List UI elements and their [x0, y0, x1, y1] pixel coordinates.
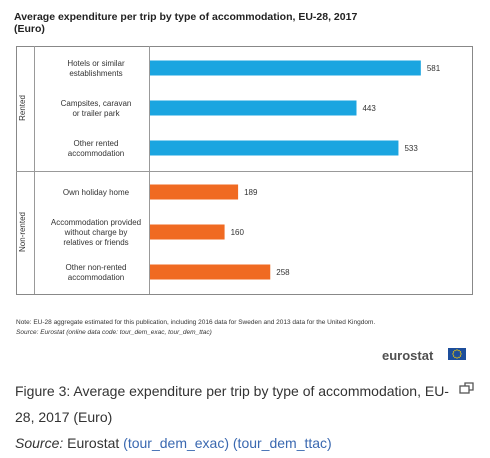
category-label-non-rented-1-line-1: without charge by [64, 228, 128, 237]
eu-flag-star [456, 357, 458, 359]
value-label-rented-2: 533 [404, 144, 418, 153]
bar-rented-2 [150, 140, 399, 156]
category-label-rented-2-line-0: Other rented [74, 139, 119, 148]
eu-flag-star [452, 355, 455, 357]
chart-note: Note: EU-28 aggregate estimated for this… [16, 319, 375, 326]
value-label-non-rented-1: 160 [231, 228, 245, 237]
chart-svg: Average expenditure per trip by type of … [14, 11, 473, 363]
chart-panel-frame [16, 46, 473, 295]
caption-source: Source: Eurostat (tour_dem_exac) (tour_d… [15, 430, 455, 456]
bar-rented-0 [150, 60, 421, 76]
category-label-non-rented-0-line-0: Own holiday home [63, 188, 130, 197]
eu-flag-star [452, 351, 455, 353]
category-label-rented-1-line-1: or trailer park [72, 109, 120, 118]
eu-flag-star [454, 356, 456, 359]
category-label-non-rented-2-line-1: accommodation [68, 273, 124, 282]
chart-title: Average expenditure per trip by type of … [14, 11, 357, 23]
group-label-non-rented: Non-rented [18, 212, 27, 252]
value-label-rented-0: 581 [427, 64, 441, 73]
eu-flag-star [454, 349, 456, 352]
eu-flag-star [452, 353, 454, 355]
bar-non-rented-2 [150, 264, 271, 280]
eu-flag-icon [448, 348, 466, 360]
eu-flag-star [459, 355, 462, 357]
chart-subtitle: (Euro) [14, 23, 45, 35]
value-label-rented-1: 443 [362, 104, 376, 113]
bar-rented-1 [150, 100, 357, 116]
group-label-rented: Rented [18, 95, 27, 121]
figure-caption: Figure 3: Average expenditure per trip b… [15, 378, 455, 456]
eu-flag-star [458, 349, 460, 352]
link-tour-dem-ttac[interactable]: (tour_dem_ttac) [232, 435, 332, 451]
value-label-non-rented-0: 189 [244, 188, 258, 197]
category-label-non-rented-1-line-0: Accommodation provided [51, 218, 141, 227]
category-label-non-rented-1-line-2: relatives or friends [63, 238, 128, 247]
eu-flag-star [458, 356, 460, 359]
chart-figure: Average expenditure per trip by type of … [12, 8, 480, 370]
bar-non-rented-0 [150, 184, 239, 200]
caption-source-org: Eurostat [67, 435, 120, 451]
chart-source: Source: Eurostat (online data code: tour… [16, 329, 212, 336]
value-label-non-rented-2: 258 [276, 268, 290, 277]
category-label-rented-0-line-0: Hotels or similar [67, 59, 125, 68]
link-tour-dem-exac[interactable]: (tour_dem_exac) [123, 435, 229, 451]
eu-flag-star [456, 349, 458, 351]
category-label-non-rented-2-line-0: Other non-rented [66, 263, 127, 272]
expand-icon[interactable] [458, 380, 476, 396]
category-label-rented-2-line-1: accommodation [68, 149, 124, 158]
category-label-rented-0-line-1: establishments [69, 69, 122, 78]
bar-non-rented-1 [150, 224, 225, 240]
category-label-rented-1-line-0: Campsites, caravan [61, 99, 132, 108]
caption-text: Figure 3: Average expenditure per trip b… [15, 383, 449, 425]
eu-flag-star [460, 353, 462, 355]
eu-flag-star [459, 351, 462, 353]
eurostat-logo: eurostat [382, 348, 434, 363]
caption-source-label: Source: [15, 435, 64, 451]
